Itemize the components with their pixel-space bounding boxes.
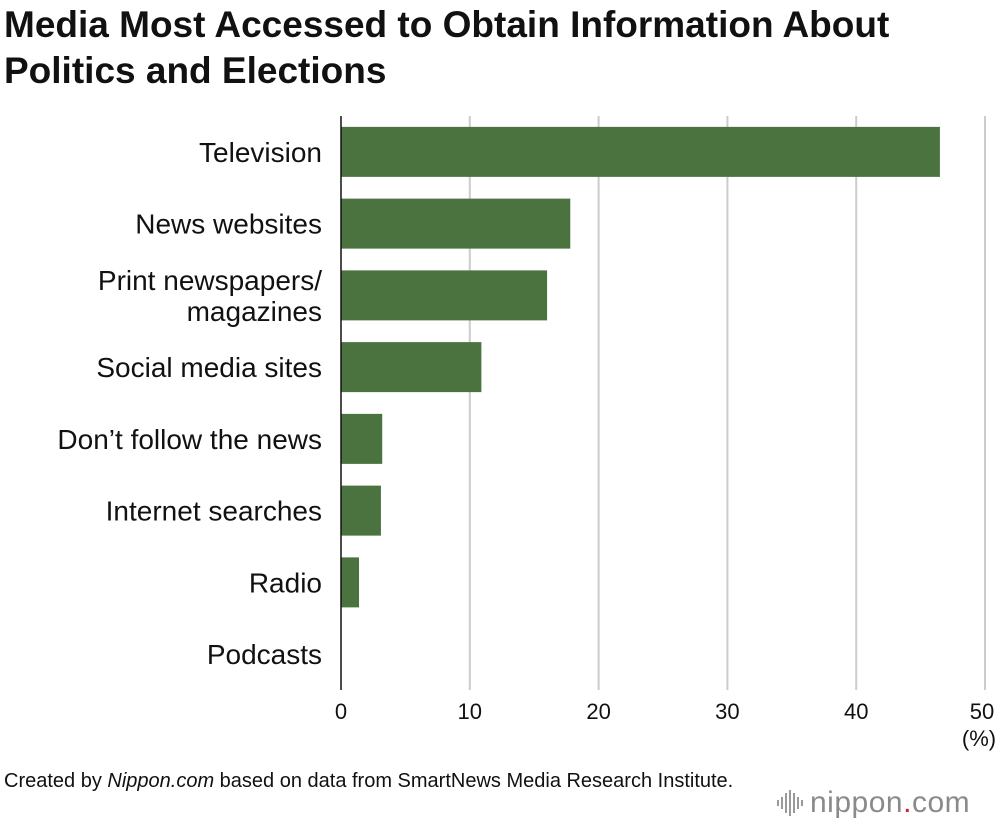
x-tick-label: 50 [970,699,994,724]
chart-title: Media Most Accessed to Obtain Informatio… [4,4,890,91]
x-tick-label: 0 [335,699,347,724]
source-note: Created by Nippon.com based on data from… [4,768,744,794]
category-label: Social media sites [96,352,322,383]
x-tick-label: 40 [844,699,868,724]
bar [341,557,360,608]
category-label: Radio [249,567,322,598]
x-tick-label: 10 [458,699,482,724]
bar [341,198,571,249]
bar [341,126,940,177]
category-label: Don’t follow the news [57,424,322,455]
category-label: Print newspapers/magazines [98,265,322,327]
category-label: News websites [135,209,322,240]
source-suffix: based on data from SmartNews Media Resea… [214,770,734,792]
bar-chart: Television News websites Print newspapers/… [57,116,996,751]
source-name: Nippon.com [107,770,215,792]
category-label: Podcasts [207,639,322,670]
bar [341,413,383,464]
category-label: Television [199,137,322,168]
bar [341,342,482,393]
logo-text: nippon.com [810,786,971,819]
bars [341,126,940,608]
category-labels: Television News websites Print newspapers/… [57,137,322,670]
category-label: Internet searches [106,496,322,527]
sound-wave-icon [777,790,803,816]
x-tick-label: 30 [715,699,739,724]
bar [341,270,548,321]
bar [341,485,381,536]
x-axis-ticks: 0 10 20 30 40 50 [335,699,994,724]
x-tick-label: 20 [586,699,610,724]
nippon-logo: nippon.com [776,786,970,820]
x-axis-unit: (%) [962,726,996,751]
logo-dot: . [903,786,912,819]
source-prefix: Created by [4,770,108,792]
